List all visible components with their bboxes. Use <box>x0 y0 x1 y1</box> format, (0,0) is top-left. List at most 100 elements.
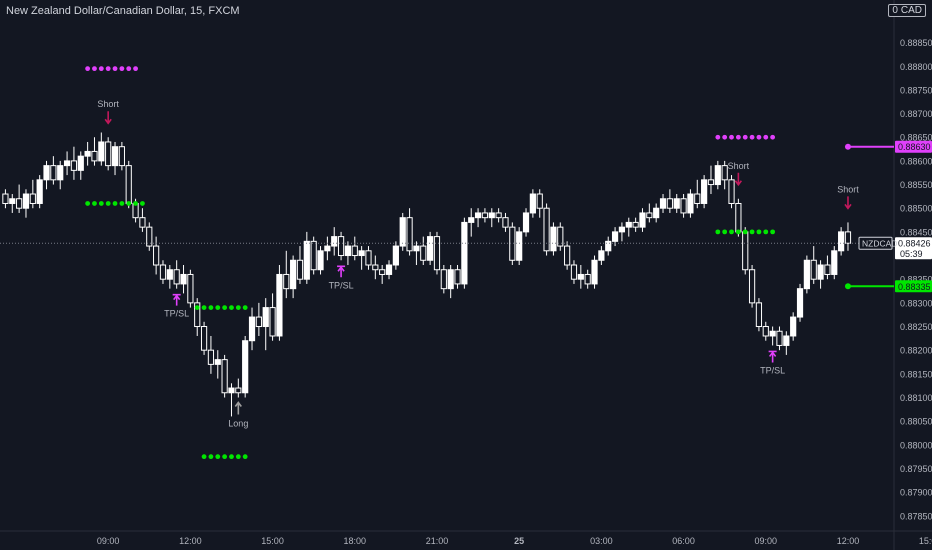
candle[interactable] <box>687 193 694 214</box>
candle[interactable] <box>22 193 30 209</box>
candle[interactable] <box>153 245 160 266</box>
candle[interactable] <box>2 193 9 204</box>
candle[interactable] <box>420 245 427 261</box>
candle[interactable] <box>680 198 687 214</box>
candle[interactable] <box>831 250 838 275</box>
candle[interactable] <box>721 165 728 181</box>
candle[interactable] <box>399 217 406 247</box>
candle[interactable] <box>118 146 125 167</box>
candle[interactable] <box>180 273 187 285</box>
candle[interactable] <box>550 226 557 252</box>
candle[interactable] <box>481 212 489 219</box>
candle[interactable] <box>105 141 112 167</box>
candle[interactable] <box>529 193 536 214</box>
candle[interactable] <box>296 259 304 280</box>
candle[interactable] <box>844 231 852 244</box>
candle[interactable] <box>379 269 386 275</box>
candle[interactable] <box>838 231 845 252</box>
candle[interactable] <box>646 212 653 219</box>
candle[interactable] <box>324 245 331 252</box>
candle[interactable] <box>673 198 680 209</box>
candle[interactable] <box>618 226 626 233</box>
candle[interactable] <box>591 259 598 285</box>
candle[interactable] <box>111 146 119 167</box>
candle[interactable] <box>577 273 584 280</box>
candle[interactable] <box>817 264 824 280</box>
candle[interactable] <box>173 269 180 285</box>
candle[interactable] <box>344 245 352 257</box>
candle[interactable] <box>9 198 16 204</box>
candle[interactable] <box>495 212 502 219</box>
candle[interactable] <box>248 316 256 342</box>
candle[interactable] <box>166 269 173 280</box>
candle[interactable] <box>454 269 461 285</box>
candle[interactable] <box>509 226 516 261</box>
candle[interactable] <box>200 326 208 351</box>
candle[interactable] <box>303 240 310 280</box>
currency-selector[interactable]: 0 CAD <box>888 4 926 17</box>
candle[interactable] <box>570 264 578 280</box>
candle[interactable] <box>522 212 530 233</box>
candle[interactable] <box>714 165 721 186</box>
candle[interactable] <box>742 231 749 271</box>
candle[interactable] <box>84 150 91 157</box>
candle[interactable] <box>502 217 509 228</box>
candle[interactable] <box>235 387 242 394</box>
candle[interactable] <box>659 198 667 209</box>
candle[interactable] <box>262 307 269 328</box>
candle[interactable] <box>488 212 495 219</box>
candle[interactable] <box>57 165 64 181</box>
candle[interactable] <box>625 221 632 228</box>
candle[interactable] <box>187 273 194 304</box>
candle[interactable] <box>358 250 365 257</box>
candle[interactable] <box>351 245 358 257</box>
candle[interactable] <box>207 349 215 365</box>
candle[interactable] <box>755 302 763 328</box>
candle[interactable] <box>317 250 324 271</box>
candle[interactable] <box>776 330 783 346</box>
candle[interactable] <box>146 226 153 247</box>
candle[interactable] <box>242 340 249 394</box>
candle[interactable] <box>269 307 276 337</box>
candle[interactable] <box>584 273 591 285</box>
candle[interactable] <box>91 150 98 162</box>
candle[interactable] <box>43 165 50 181</box>
candle[interactable] <box>276 273 283 337</box>
candle[interactable] <box>433 236 441 271</box>
candle[interactable] <box>406 217 413 252</box>
candle[interactable] <box>16 198 23 209</box>
candle[interactable] <box>564 245 571 266</box>
candle[interactable] <box>598 250 605 261</box>
candle[interactable] <box>516 231 523 261</box>
candle[interactable] <box>77 155 84 171</box>
candle[interactable] <box>447 269 454 290</box>
candle[interactable] <box>810 259 817 280</box>
candle[interactable] <box>310 240 317 271</box>
candle[interactable] <box>824 264 831 275</box>
candle[interactable] <box>557 226 564 247</box>
candle[interactable] <box>468 217 475 223</box>
candle[interactable] <box>639 212 646 228</box>
candle[interactable] <box>803 259 810 290</box>
candle[interactable] <box>194 302 201 328</box>
candle[interactable] <box>427 236 434 261</box>
candle[interactable] <box>365 250 372 266</box>
candle[interactable] <box>50 165 57 181</box>
candle[interactable] <box>461 221 468 285</box>
candle[interactable] <box>666 198 673 209</box>
candle[interactable] <box>221 359 228 394</box>
candle[interactable] <box>70 160 78 171</box>
candle[interactable] <box>605 240 612 252</box>
candle[interactable] <box>790 316 797 337</box>
candle[interactable] <box>159 264 167 280</box>
candle[interactable] <box>440 269 447 290</box>
candle[interactable] <box>536 193 543 209</box>
candle[interactable] <box>728 179 735 204</box>
candle[interactable] <box>63 160 71 167</box>
candle[interactable] <box>474 212 482 219</box>
candle[interactable] <box>29 193 36 204</box>
candle[interactable] <box>255 316 262 328</box>
candle[interactable] <box>748 269 756 304</box>
candle[interactable] <box>290 259 297 290</box>
